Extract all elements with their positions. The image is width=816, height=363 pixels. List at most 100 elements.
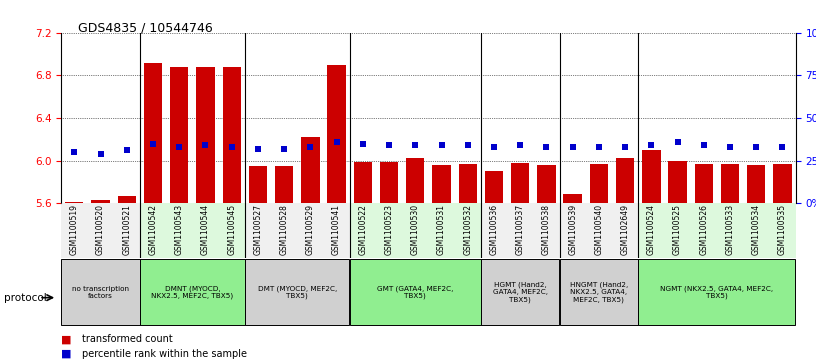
Text: GSM1100537: GSM1100537	[516, 204, 525, 256]
Bar	[144, 62, 162, 203]
Point	[592, 144, 605, 150]
Text: GSM1100519: GSM1100519	[70, 204, 79, 255]
Bar	[537, 165, 556, 203]
Point	[513, 142, 526, 148]
Text: HNGMT (Hand2,
NKX2.5, GATA4,
MEF2C, TBX5): HNGMT (Hand2, NKX2.5, GATA4, MEF2C, TBX5…	[570, 282, 628, 303]
Bar	[642, 150, 660, 203]
Point	[409, 142, 422, 148]
Text: GDS4835 / 10544746: GDS4835 / 10544746	[78, 22, 212, 35]
Text: ■: ■	[61, 349, 72, 359]
Bar	[327, 65, 346, 203]
Point	[173, 144, 186, 150]
Point	[94, 151, 107, 157]
Bar	[65, 202, 83, 203]
Point	[68, 149, 81, 155]
Bar	[774, 164, 792, 203]
FancyBboxPatch shape	[638, 259, 796, 325]
FancyBboxPatch shape	[350, 259, 481, 325]
Text: GSM1100538: GSM1100538	[542, 204, 551, 255]
Text: GSM1100544: GSM1100544	[201, 204, 210, 256]
Bar	[245, 203, 350, 258]
Point	[540, 144, 553, 150]
Text: GSM1100540: GSM1100540	[594, 204, 603, 256]
Point	[671, 139, 684, 145]
Bar	[616, 159, 634, 203]
Point	[277, 146, 290, 152]
Point	[225, 144, 238, 150]
Bar	[91, 200, 109, 203]
Text: GSM1100530: GSM1100530	[410, 204, 419, 256]
Point	[357, 141, 370, 147]
Text: GMT (GATA4, MEF2C,
TBX5): GMT (GATA4, MEF2C, TBX5)	[377, 285, 454, 299]
Point	[461, 142, 474, 148]
Bar	[485, 171, 503, 203]
Bar	[223, 67, 241, 203]
FancyBboxPatch shape	[61, 259, 140, 325]
Text: GSM1100541: GSM1100541	[332, 204, 341, 255]
Point	[199, 142, 212, 148]
Bar	[481, 203, 560, 258]
Text: ■: ■	[61, 334, 72, 344]
Point	[645, 142, 658, 148]
Text: GSM1100534: GSM1100534	[752, 204, 761, 256]
Bar	[353, 162, 372, 203]
Bar	[638, 203, 796, 258]
Text: percentile rank within the sample: percentile rank within the sample	[82, 349, 246, 359]
FancyBboxPatch shape	[560, 259, 638, 325]
Bar	[140, 203, 245, 258]
Point	[750, 144, 763, 150]
Text: GSM1100526: GSM1100526	[699, 204, 708, 255]
Bar	[590, 164, 608, 203]
Text: NGMT (NKX2.5, GATA4, MEF2C,
TBX5): NGMT (NKX2.5, GATA4, MEF2C, TBX5)	[660, 285, 774, 299]
Text: GSM1100528: GSM1100528	[280, 204, 289, 255]
Text: transformed count: transformed count	[82, 334, 172, 344]
Bar	[459, 164, 477, 203]
Point	[776, 144, 789, 150]
Bar	[668, 161, 687, 203]
Text: protocol: protocol	[4, 293, 47, 303]
Point	[619, 144, 632, 150]
Bar	[560, 203, 638, 258]
Point	[383, 142, 396, 148]
Bar	[170, 67, 188, 203]
Point	[120, 147, 133, 153]
Point	[435, 142, 448, 148]
Text: GSM1100521: GSM1100521	[122, 204, 131, 255]
Text: GSM1100542: GSM1100542	[149, 204, 157, 255]
FancyBboxPatch shape	[140, 259, 245, 325]
Text: GSM1100529: GSM1100529	[306, 204, 315, 255]
Bar	[721, 164, 739, 203]
Bar	[275, 166, 293, 203]
Text: DMNT (MYOCD,
NKX2.5, MEF2C, TBX5): DMNT (MYOCD, NKX2.5, MEF2C, TBX5)	[151, 285, 233, 299]
Point	[304, 144, 317, 150]
Point	[487, 144, 500, 150]
Bar	[432, 165, 450, 203]
Text: DMT (MYOCD, MEF2C,
TBX5): DMT (MYOCD, MEF2C, TBX5)	[258, 285, 337, 299]
Point	[146, 141, 159, 147]
Text: HGMT (Hand2,
GATA4, MEF2C,
TBX5): HGMT (Hand2, GATA4, MEF2C, TBX5)	[493, 282, 548, 303]
Text: GSM1100522: GSM1100522	[358, 204, 367, 255]
Text: GSM1100533: GSM1100533	[725, 204, 734, 256]
Text: GSM1100532: GSM1100532	[463, 204, 472, 255]
Text: no transcription
factors: no transcription factors	[72, 286, 129, 299]
Bar	[380, 162, 398, 203]
Point	[251, 146, 264, 152]
Bar	[511, 163, 530, 203]
Text: GSM1100543: GSM1100543	[175, 204, 184, 256]
FancyBboxPatch shape	[245, 259, 349, 325]
Text: GSM1100520: GSM1100520	[96, 204, 105, 255]
Point	[566, 144, 579, 150]
Text: GSM1100536: GSM1100536	[490, 204, 499, 256]
Point	[724, 144, 737, 150]
Point	[330, 139, 343, 145]
Bar	[747, 165, 765, 203]
Bar	[406, 159, 424, 203]
Text: GSM1100523: GSM1100523	[384, 204, 393, 255]
Bar	[301, 137, 320, 203]
Text: GSM1102649: GSM1102649	[621, 204, 630, 255]
Text: GSM1100535: GSM1100535	[778, 204, 787, 256]
FancyBboxPatch shape	[481, 259, 559, 325]
Text: GSM1100545: GSM1100545	[227, 204, 236, 256]
Text: GSM1100525: GSM1100525	[673, 204, 682, 255]
Text: GSM1100524: GSM1100524	[647, 204, 656, 255]
